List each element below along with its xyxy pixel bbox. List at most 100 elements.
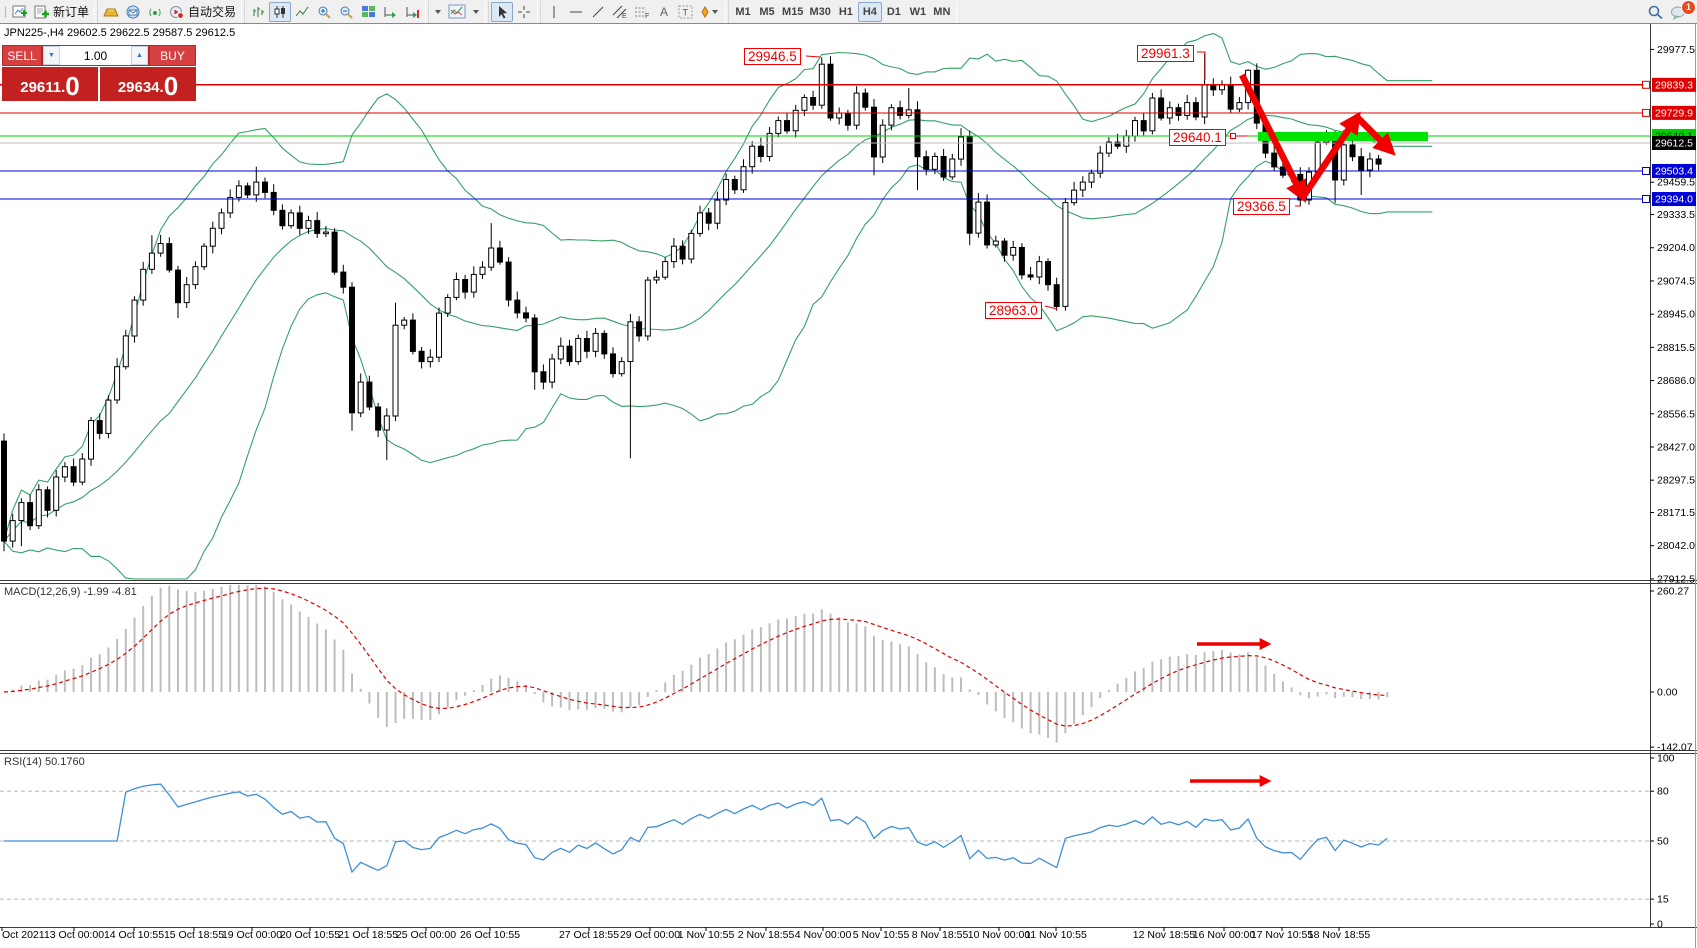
zoom-out-button[interactable] (335, 2, 357, 22)
horizontal-line-tool[interactable] (565, 2, 587, 22)
timeframe-button-m30[interactable]: M30 (809, 5, 831, 18)
indicators-dropdown[interactable] (469, 2, 483, 22)
text-label-tool[interactable]: T (675, 2, 697, 22)
price-tick-label: 28297.5 (1657, 475, 1695, 487)
candlestick-chart-button[interactable] (269, 1, 292, 22)
macd-tick-label: -142.07 (1657, 742, 1693, 754)
line-anchor-handle[interactable] (1642, 80, 1650, 89)
volume-input[interactable] (60, 46, 131, 65)
timeframe-button-w1[interactable]: W1 (909, 5, 927, 18)
notifications-button[interactable]: 1 (1667, 0, 1696, 22)
tile-windows-button[interactable] (357, 2, 379, 22)
new-order-button[interactable]: 新订单 (31, 2, 92, 22)
line-anchor-handle[interactable] (1642, 108, 1650, 117)
price-annotation[interactable]: 29961.3 (1137, 45, 1194, 62)
profiles-dropdown[interactable] (431, 2, 445, 22)
timeframe-button-mn[interactable]: MN (933, 5, 951, 18)
buy-price[interactable]: 29634. 0 (100, 67, 196, 101)
cursor-tool-button[interactable] (491, 1, 514, 22)
candle-up (444, 297, 451, 314)
timeframe-button-m1[interactable]: M1 (735, 5, 751, 18)
price-annotation[interactable]: 29946.5 (744, 48, 801, 65)
trend-arrow[interactable] (1239, 73, 1306, 203)
volume-increase-button[interactable]: ▲ (131, 46, 148, 65)
timeframe-button-h1[interactable]: H1 (838, 5, 853, 18)
line-chart-button[interactable] (291, 2, 313, 22)
candle-down (1114, 141, 1121, 147)
new-chart-button[interactable] (9, 2, 31, 22)
gold-icon-button[interactable] (100, 2, 122, 22)
candle-up (766, 132, 773, 157)
timeframe-button-h4[interactable]: H4 (857, 1, 882, 22)
price-annotation[interactable]: 28963.0 (985, 302, 1042, 319)
price-badge-label: 29394.0 (1655, 194, 1693, 206)
zoom-in-button[interactable] (313, 2, 335, 22)
bar-chart-button[interactable] (247, 2, 269, 22)
price-tick-label: 28171.5 (1657, 507, 1695, 519)
trendline-icon (592, 6, 604, 17)
one-click-trading-widget: SELL ▼ ▲ BUY 29611.0 29634.0 (2, 45, 196, 101)
autotrading-button[interactable]: 自动交易 (166, 2, 239, 22)
clipped-toolbar-icon[interactable] (2, 2, 9, 22)
candle-down (679, 245, 686, 260)
time-axis-label: 14 Oct 10:55 (104, 929, 164, 941)
candle-up (436, 312, 442, 358)
timeframe-button-m5[interactable]: M5 (759, 5, 775, 18)
chart-background (0, 24, 1697, 948)
auto-scroll-button[interactable] (379, 2, 401, 22)
shapes-tool-dropdown[interactable] (697, 2, 723, 22)
autotrading-label: 自动交易 (188, 5, 237, 19)
trend-arrow[interactable] (1300, 111, 1361, 199)
candle-up (157, 243, 164, 254)
fibonacci-tool[interactable]: F (631, 2, 653, 22)
channel-tool[interactable]: E (609, 2, 631, 22)
bollinger-middle-band (3, 114, 1433, 542)
time-axis-label: 19 Oct 00:00 (222, 929, 282, 941)
line-anchor-handle[interactable] (1642, 167, 1650, 175)
candle-down (262, 181, 268, 193)
candle-up (470, 273, 477, 293)
candle-down (296, 212, 303, 229)
candle-down (827, 63, 834, 119)
sell-price[interactable]: 29611. 0 (2, 67, 98, 101)
candle-down (279, 209, 286, 227)
signal-button[interactable] (144, 2, 166, 22)
notification-badge: 1 (1681, 0, 1696, 15)
candle-down (1358, 156, 1365, 171)
price-annotation[interactable]: 29640.1 (1169, 129, 1226, 146)
buy-button[interactable]: BUY (149, 45, 196, 66)
search-button[interactable] (1644, 2, 1667, 22)
timeframe-button-d1[interactable]: D1 (886, 5, 901, 18)
candle-up (427, 356, 434, 363)
candle-up (479, 266, 486, 275)
rsi-tick-label: 80 (1657, 786, 1669, 798)
candle-up (131, 299, 138, 337)
bar-chart-icon (253, 6, 265, 17)
vertical-line-tool[interactable] (543, 2, 565, 22)
volume-decrease-button[interactable]: ▼ (43, 46, 60, 65)
time-axis-label: 8 Nov 18:55 (912, 929, 969, 941)
price-tick-label: 28686.0 (1657, 375, 1695, 387)
trend-arrow[interactable] (1354, 114, 1396, 156)
sell-button[interactable]: SELL (2, 45, 42, 66)
indicators-button[interactable] (445, 2, 469, 22)
time-axis-label: 20 Oct 10:55 (280, 929, 340, 941)
price-annotation[interactable]: 29366.5 (1233, 198, 1290, 215)
trendline-tool[interactable] (587, 2, 609, 22)
crosshair-tool-button[interactable] (513, 2, 535, 22)
chart-shift-button[interactable] (401, 2, 423, 22)
candle-down (897, 107, 904, 116)
candle-down (914, 109, 921, 158)
autotrading-icon (170, 5, 185, 19)
candle-down (1375, 158, 1382, 165)
text-tool[interactable]: A (653, 2, 675, 22)
timeframe-button-m15[interactable]: M15 (782, 5, 804, 18)
mailbox-button[interactable] (122, 2, 144, 22)
line-anchor-handle[interactable] (1642, 195, 1650, 203)
candle-down (244, 185, 251, 196)
candle-up (114, 366, 121, 401)
candle-up (775, 120, 782, 134)
zoom-out-icon (340, 6, 353, 19)
price-divider (98, 67, 100, 101)
